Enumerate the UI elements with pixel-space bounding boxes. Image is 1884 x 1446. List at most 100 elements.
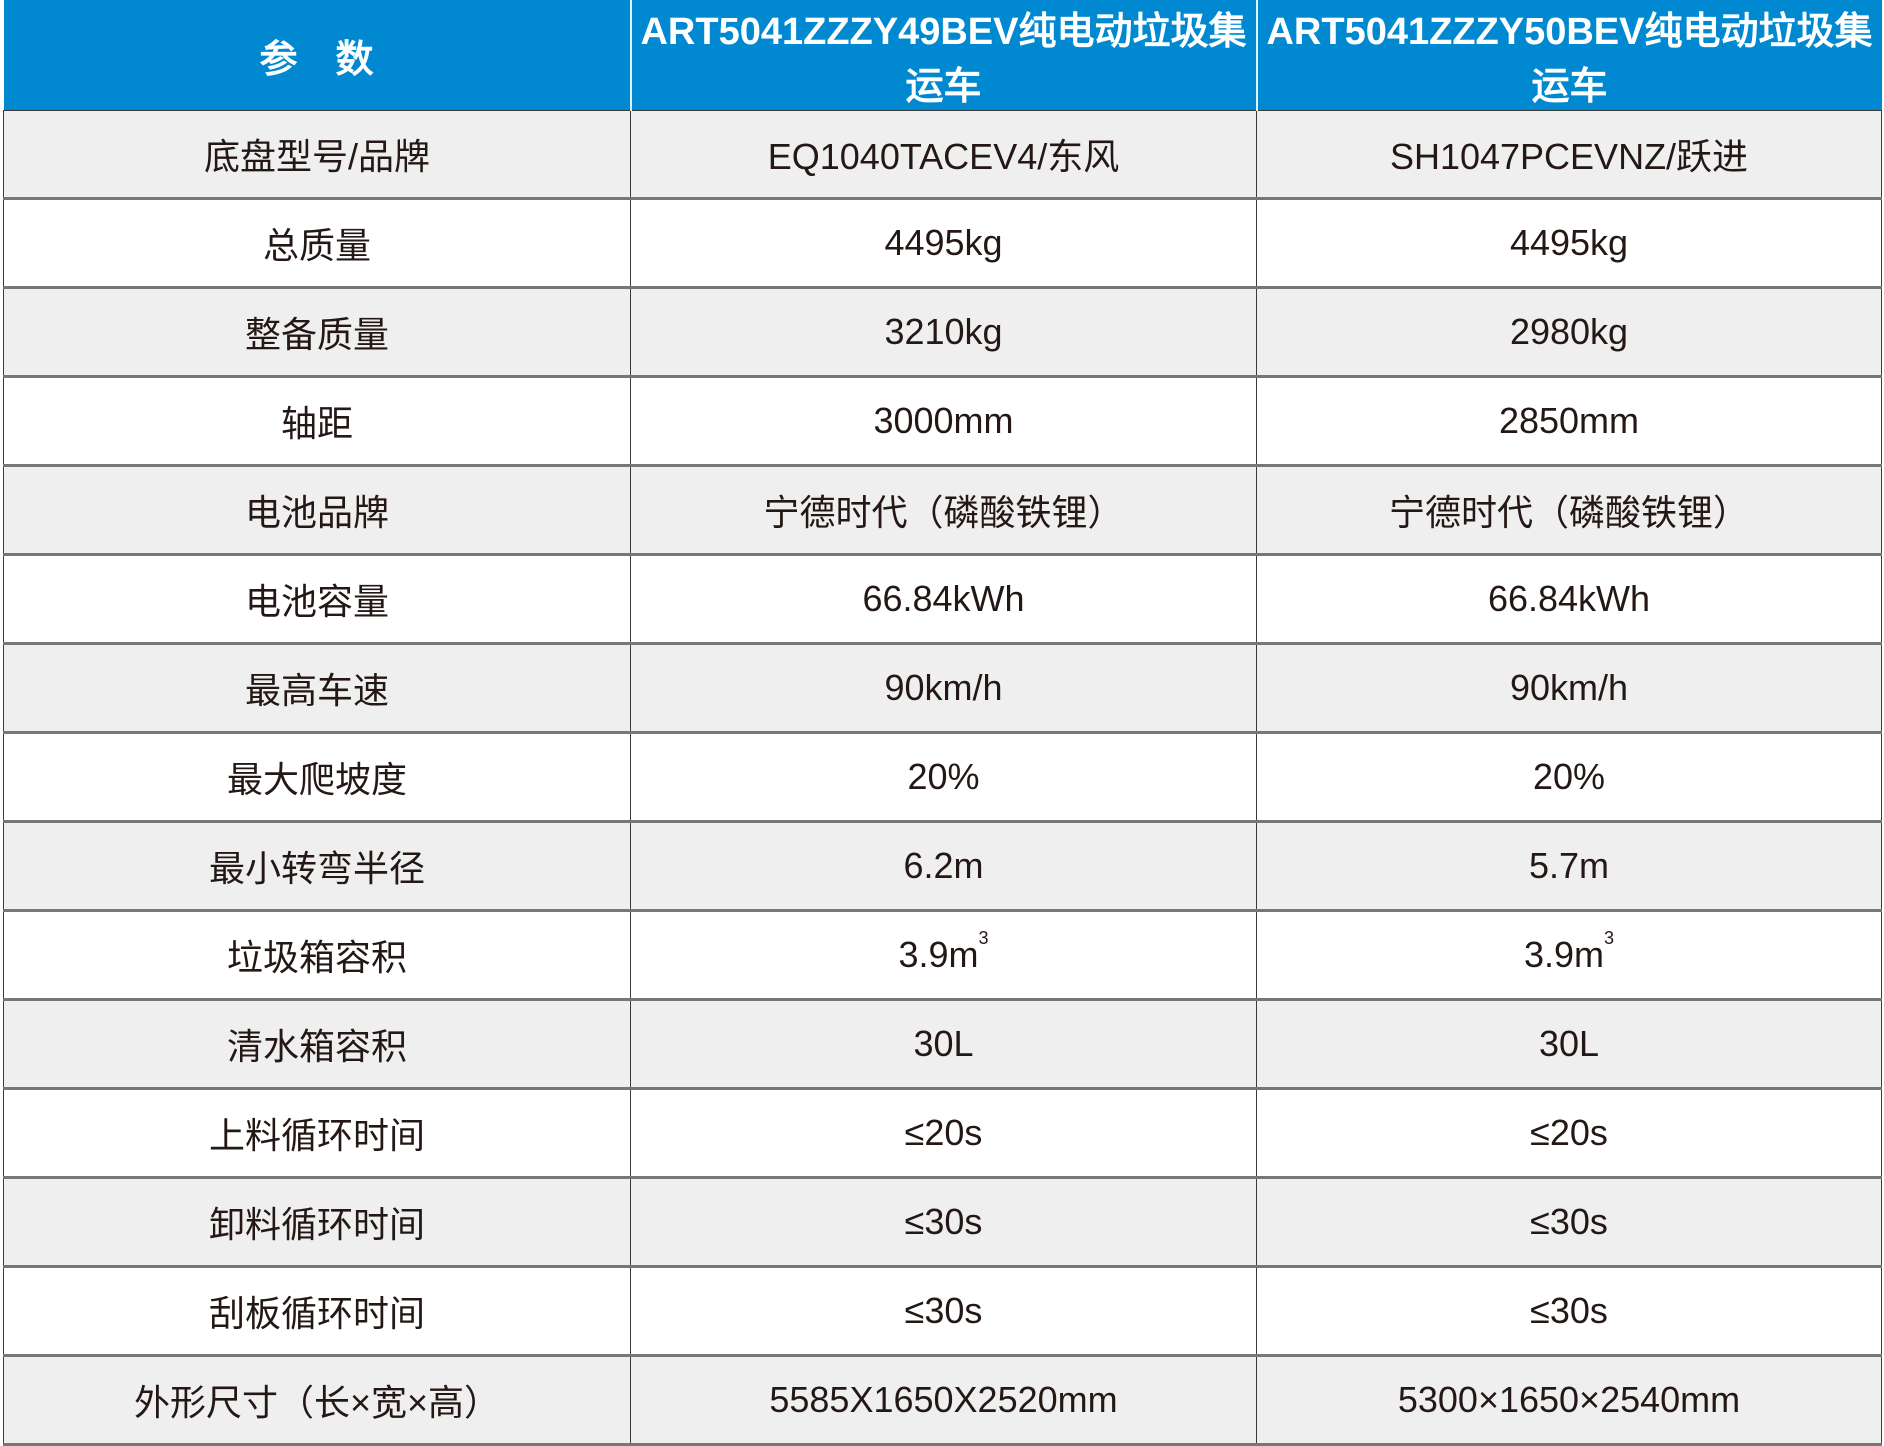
header-param: 参 数 [3,0,632,111]
model-50-cell: 30L [1256,999,1882,1090]
model-50-cell: ≤30s [1256,1177,1882,1268]
table-row: 电池容量 66.84kWh 66.84kWh [3,554,1882,645]
model-49-cell: 66.84kWh [630,554,1257,645]
spec-table: 参 数 ART5041ZZZY49BEV纯电动垃圾集运车 ART5041ZZZY… [3,0,1882,1446]
model-50-cell-text: 3.9m [1523,934,1605,975]
model-50-cell: 3.9m3 [1256,910,1882,1001]
param-cell: 垃圾箱容积 [3,910,631,1001]
table-row: 最大爬坡度 20% 20% [3,732,1882,823]
model-50-cell-text: ≤30s [1530,1290,1608,1331]
table-row: 总质量 4495kg 4495kg [3,198,1882,289]
table-row: 底盘型号/品牌 EQ1040TACEV4/东风 SH1047PCEVNZ/跃进 [3,110,1882,200]
param-cell-text: 底盘型号/品牌 [203,136,430,177]
model-49-cell-text: ≤20s [904,1112,983,1153]
model-49-cell-text: EQ1040TACEV4/东风 [767,136,1120,177]
table-row: 轴距 3000mm 2850mm [3,376,1882,467]
param-cell: 电池品牌 [3,465,631,556]
model-50-cell: 4495kg [1256,198,1882,289]
param-cell-text: 整备质量 [244,314,389,355]
model-50-cell-text: 5.7m [1528,845,1610,886]
param-cell-text: 轴距 [280,403,353,444]
header-row: 参 数 ART5041ZZZY49BEV纯电动垃圾集运车 ART5041ZZZY… [3,0,1882,111]
model-49-cell-text: 3000mm [873,400,1014,441]
model-49-cell-text: 6.2m [903,845,984,886]
table-row: 上料循环时间 ≤20s ≤20s [3,1088,1882,1179]
param-cell: 最高车速 [3,643,631,734]
param-cell-text: 最小转弯半径 [208,848,425,889]
model-49-cell: 3000mm [630,376,1257,467]
model-49-cell-text: 20% [907,756,980,797]
param-cell: 最大爬坡度 [3,732,631,823]
param-cell-text: 电池容量 [244,581,389,622]
model-49-cell: EQ1040TACEV4/东风 [630,110,1257,200]
model-49-cell-text: 宁德时代（磷酸铁锂） [763,492,1124,533]
model-49-cell: 3.9m3 [630,910,1257,1001]
model-49-cell: 4495kg [630,198,1257,289]
table-row: 清水箱容积 30L 30L [3,999,1882,1090]
superscript: 3 [1604,928,1615,948]
model-50-cell: 20% [1256,732,1882,823]
table-row: 最高车速 90km/h 90km/h [3,643,1882,734]
table-row: 垃圾箱容积 3.9m3 3.9m3 [3,910,1882,1001]
table-row: 刮板循环时间 ≤30s ≤30s [3,1266,1882,1357]
table-row: 卸料循环时间 ≤30s ≤30s [3,1177,1882,1268]
model-50-cell-text: 4495kg [1509,222,1629,263]
param-cell-text: 最大爬坡度 [226,759,407,800]
model-50-cell-text: 2850mm [1498,400,1640,441]
model-49-cell: ≤20s [630,1088,1257,1179]
model-50-cell: 5300×1650×2540mm [1256,1355,1882,1446]
table-row: 电池品牌 宁德时代（磷酸铁锂） 宁德时代（磷酸铁锂） [3,465,1882,556]
model-50-cell: SH1047PCEVNZ/跃进 [1256,110,1882,200]
model-50-cell-text: 66.84kWh [1487,578,1651,619]
header-model-50: ART5041ZZZY50BEV纯电动垃圾集运车 [1256,0,1882,111]
model-50-cell-text: 5300×1650×2540mm [1397,1379,1741,1420]
param-cell: 电池容量 [3,554,631,645]
model-49-cell-text: ≤30s [904,1201,983,1242]
model-50-cell: 2850mm [1256,376,1882,467]
param-cell: 轴距 [3,376,631,467]
param-cell-text: 刮板循环时间 [208,1293,425,1334]
model-49-cell-text: 66.84kWh [862,578,1025,619]
model-50-cell-text: 90km/h [1509,667,1629,708]
model-49-cell-text: 3.9m [898,934,979,975]
param-cell: 清水箱容积 [3,999,631,1090]
model-49-cell-text: 4495kg [884,222,1003,263]
table-row: 整备质量 3210kg 2980kg [3,287,1882,378]
model-49-cell-text: ≤30s [904,1290,983,1331]
model-50-cell: 宁德时代（磷酸铁锂） [1256,465,1882,556]
param-cell-text: 外形尺寸（长×宽×高） [133,1382,501,1423]
model-49-cell-text: 30L [913,1023,974,1064]
table-row: 最小转弯半径 6.2m 5.7m [3,821,1882,912]
model-50-cell-text: SH1047PCEVNZ/跃进 [1389,136,1749,177]
param-cell: 底盘型号/品牌 [3,110,631,200]
model-49-cell: 20% [630,732,1257,823]
param-cell: 刮板循环时间 [3,1266,631,1357]
model-49-cell: 5585X1650X2520mm [630,1355,1257,1446]
model-50-cell: 5.7m [1256,821,1882,912]
model-50-cell: 66.84kWh [1256,554,1882,645]
model-49-cell: 宁德时代（磷酸铁锂） [630,465,1257,556]
model-50-cell: 2980kg [1256,287,1882,378]
param-cell-text: 垃圾箱容积 [226,937,407,978]
model-49-cell-text: 5585X1650X2520mm [769,1379,1118,1420]
model-49-cell-text: 3210kg [884,311,1003,352]
model-50-cell-text: 20% [1532,756,1606,797]
model-50-cell: ≤30s [1256,1266,1882,1357]
model-50-cell-text: 宁德时代（磷酸铁锂） [1388,492,1749,533]
param-cell: 最小转弯半径 [3,821,631,912]
param-cell-text: 上料循环时间 [208,1115,425,1156]
model-49-cell: 6.2m [630,821,1257,912]
param-cell: 卸料循环时间 [3,1177,631,1268]
param-cell: 整备质量 [3,287,631,378]
header-model-49: ART5041ZZZY49BEV纯电动垃圾集运车 [630,0,1258,111]
model-50-cell: ≤20s [1256,1088,1882,1179]
model-49-cell: ≤30s [630,1177,1257,1268]
param-cell: 总质量 [3,198,631,289]
table-row: 外形尺寸（长×宽×高） 5585X1650X2520mm 5300×1650×254… [3,1355,1882,1446]
model-50-cell-text: 30L [1538,1023,1600,1064]
model-50-cell-text: ≤20s [1530,1112,1608,1153]
param-cell-text: 卸料循环时间 [208,1204,425,1245]
param-cell-text: 总质量 [262,225,371,266]
model-49-cell: 90km/h [630,643,1257,734]
param-cell: 外形尺寸（长×宽×高） [3,1355,631,1446]
